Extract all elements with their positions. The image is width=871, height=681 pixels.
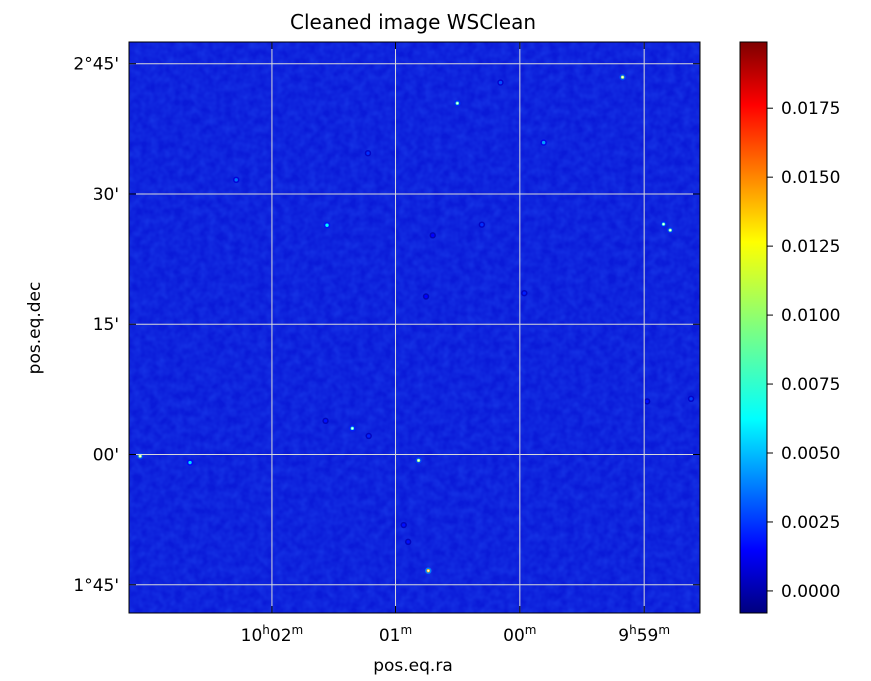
colorbar-frame xyxy=(739,41,768,614)
source-point xyxy=(400,521,407,529)
source-point xyxy=(619,73,626,81)
source-point xyxy=(497,79,504,86)
source-point xyxy=(429,232,436,239)
colorbar-ticks: 0.0000 0.0025 0.0050 0.0075 0.0100 0.0125 0.01… xyxy=(767,99,840,602)
x-tick-label: 9h59m xyxy=(618,623,670,646)
source-point xyxy=(136,452,144,460)
source-point xyxy=(404,538,412,546)
x-tick-label: 00m xyxy=(503,623,536,646)
x-tick-labels: 10h02m 01m 00m 9h59m xyxy=(241,623,670,646)
source-point xyxy=(521,289,528,297)
y-tick-labels: 2°45' 30' 15' 00' 1°45' xyxy=(73,55,119,596)
source-point xyxy=(660,220,667,228)
colorbar: 0.0000 0.0025 0.0050 0.0075 0.0100 0.0125 0.01… xyxy=(739,41,840,614)
colorbar-tick-label: 0.0000 xyxy=(781,582,840,602)
x-tick-label: 10h02m xyxy=(241,623,304,646)
source-point xyxy=(365,432,372,440)
y-tick-label: 1°45' xyxy=(73,576,119,596)
colorbar-tick-label: 0.0175 xyxy=(781,99,840,119)
chart-title: Cleaned image WSClean xyxy=(290,10,536,34)
colorbar-tick-label: 0.0025 xyxy=(781,513,840,533)
source-point xyxy=(667,226,674,234)
x-axis-label: pos.eq.ra xyxy=(373,656,453,676)
source-point xyxy=(233,176,240,184)
source-point xyxy=(643,398,651,405)
source-point xyxy=(454,100,461,107)
source-point xyxy=(323,221,331,229)
source-point xyxy=(322,417,329,425)
source-point xyxy=(349,425,356,432)
plot-area xyxy=(128,41,701,614)
tick-marks xyxy=(129,42,700,613)
colorbar-gradient xyxy=(740,42,767,613)
source-point xyxy=(186,459,194,466)
source-point xyxy=(415,457,422,464)
source-point xyxy=(540,139,547,146)
grid xyxy=(129,42,700,613)
source-point xyxy=(687,395,695,403)
y-tick-label: 00' xyxy=(93,446,119,466)
image-noise xyxy=(129,42,700,613)
colorbar-tick-label: 0.0050 xyxy=(781,444,840,464)
colorbar-tick-label: 0.0100 xyxy=(781,306,840,326)
plot-frame xyxy=(128,41,701,614)
source-layer xyxy=(136,73,695,574)
y-tick-label: 30' xyxy=(93,185,119,205)
colorbar-tick-label: 0.0125 xyxy=(781,237,840,257)
x-tick-label: 01m xyxy=(379,623,412,646)
colorbar-tick-label: 0.0150 xyxy=(781,168,840,188)
source-point xyxy=(364,149,372,157)
y-tick-label: 2°45' xyxy=(73,55,119,75)
source-point xyxy=(478,221,486,228)
y-tick-label: 15' xyxy=(93,315,119,335)
colorbar-tick-label: 0.0075 xyxy=(781,375,840,395)
source-point xyxy=(422,293,430,300)
source-point xyxy=(425,567,432,574)
y-axis-label: pos.eq.dec xyxy=(25,282,45,375)
